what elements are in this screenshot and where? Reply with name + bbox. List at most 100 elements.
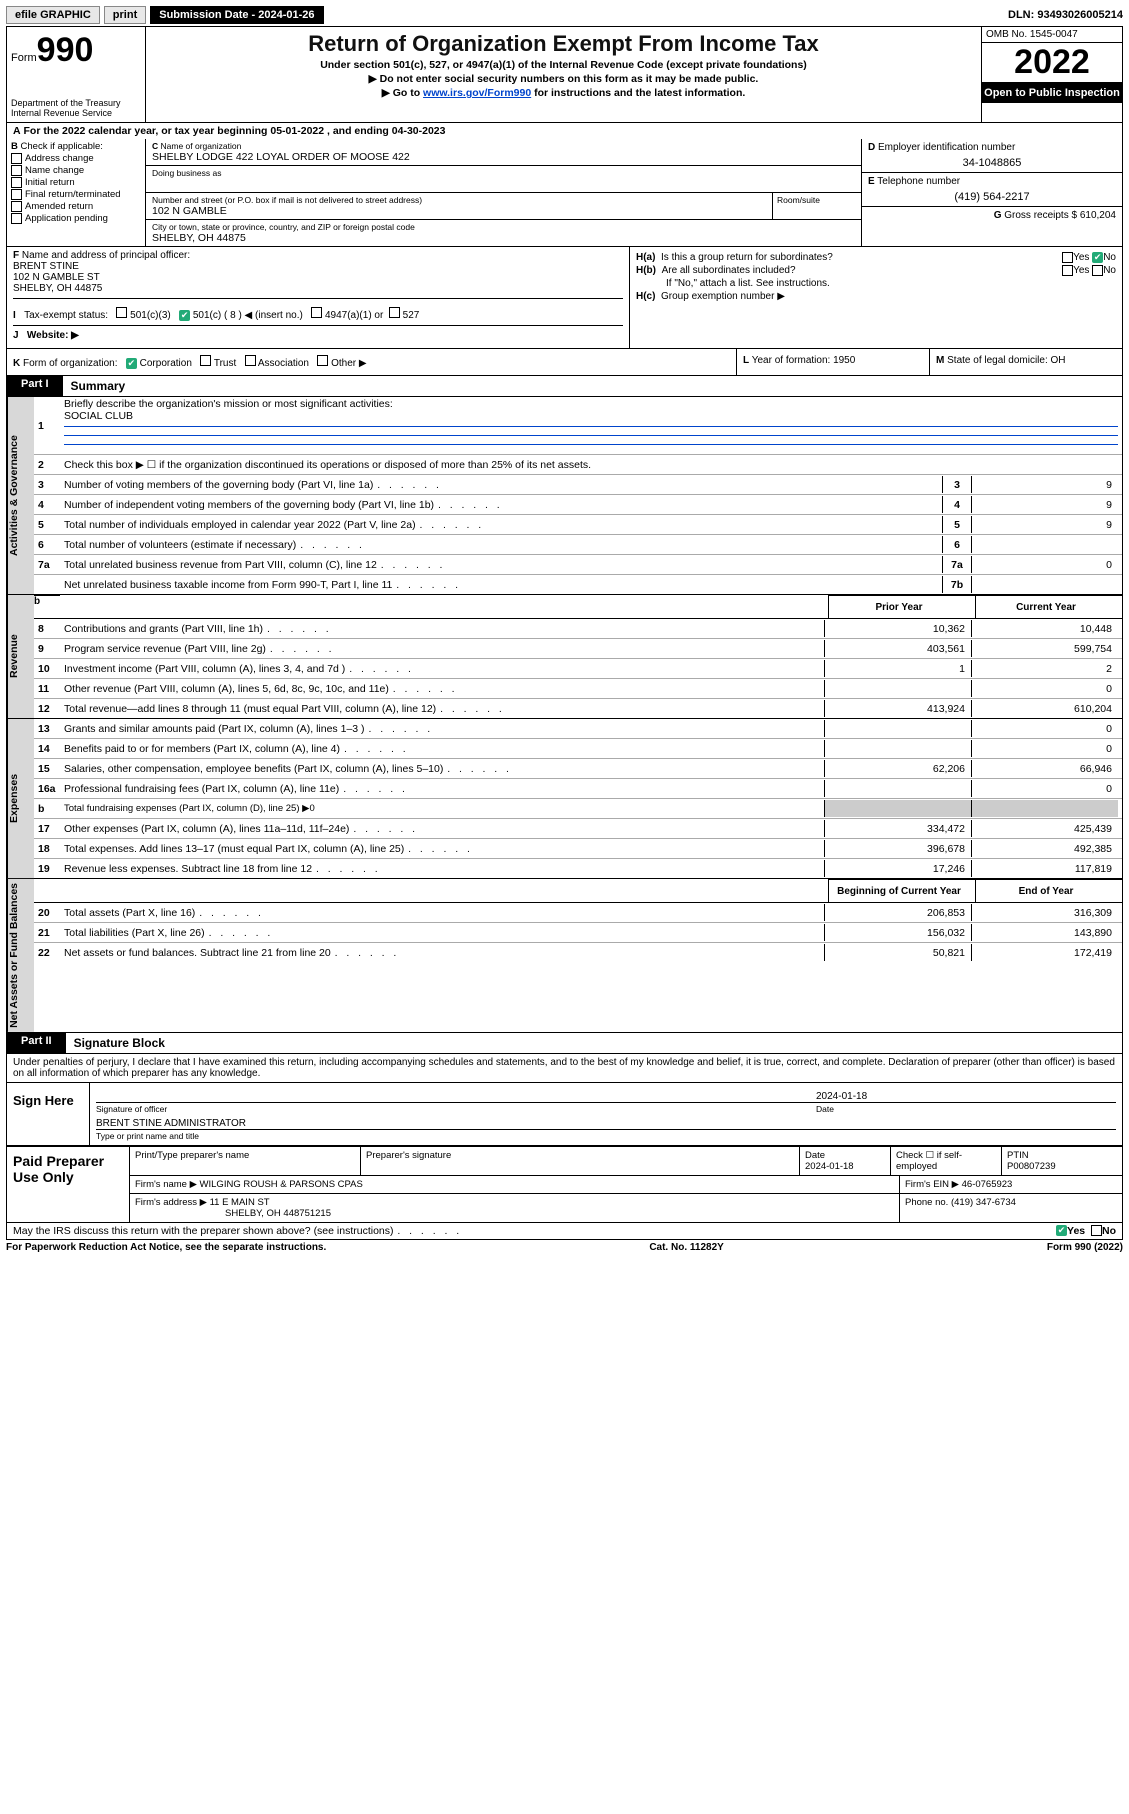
prior-10: 1 xyxy=(824,660,971,677)
self-employed-chk[interactable]: Check ☐ if self-employed xyxy=(891,1147,1002,1175)
curr-17: 425,439 xyxy=(971,820,1118,837)
prep-date: 2024-01-18 xyxy=(805,1161,854,1172)
chk-527[interactable] xyxy=(389,307,400,318)
sig-date-val: 2024-01-18 xyxy=(816,1091,1116,1102)
prior-19: 17,246 xyxy=(824,860,971,877)
prior-11 xyxy=(824,680,971,697)
prior-20: 206,853 xyxy=(824,904,971,921)
open-public-badge: Open to Public Inspection xyxy=(982,83,1122,103)
org-city: SHELBY, OH 44875 xyxy=(152,232,855,244)
tab-net-assets: Net Assets or Fund Balances xyxy=(7,879,34,1032)
website-label: Website: ▶ xyxy=(27,330,79,341)
val-6 xyxy=(971,536,1118,553)
val-7b xyxy=(971,576,1118,593)
chk-discuss-yes[interactable]: ✔ xyxy=(1056,1225,1067,1236)
tax-year: 2022 xyxy=(982,43,1122,83)
officer-name-title: BRENT STINE ADMINISTRATOR xyxy=(96,1118,1116,1129)
chk-other[interactable] xyxy=(317,355,328,366)
form-number: 990 xyxy=(37,31,94,69)
chk-name-change[interactable] xyxy=(11,165,22,176)
chk-501c[interactable]: ✔ xyxy=(179,310,190,321)
prior-9: 403,561 xyxy=(824,640,971,657)
phone: (419) 564-2217 xyxy=(868,191,1116,203)
dept-label: Department of the Treasury xyxy=(11,98,141,108)
prior-18: 396,678 xyxy=(824,840,971,857)
chk-discuss-no[interactable] xyxy=(1091,1225,1102,1236)
room-suite-label: Room/suite xyxy=(773,193,861,219)
chk-application-pending[interactable] xyxy=(11,213,22,224)
prior-17: 334,472 xyxy=(824,820,971,837)
form-word: Form xyxy=(11,52,37,64)
prior-21: 156,032 xyxy=(824,924,971,941)
prior-15: 62,206 xyxy=(824,760,971,777)
omb-number: OMB No. 1545-0047 xyxy=(982,27,1122,43)
chk-hb-no[interactable] xyxy=(1092,265,1103,276)
chk-4947[interactable] xyxy=(311,307,322,318)
curr-11: 0 xyxy=(971,680,1118,697)
print-button[interactable]: print xyxy=(104,6,146,24)
curr-18: 492,385 xyxy=(971,840,1118,857)
form-title: Return of Organization Exempt From Incom… xyxy=(150,31,977,57)
chk-ha-yes[interactable] xyxy=(1062,252,1073,263)
part-i-header: Part I Summary xyxy=(6,376,1123,397)
prior-12: 413,924 xyxy=(824,700,971,717)
row-klm: K Form of organization: ✔ Corporation Tr… xyxy=(6,349,1123,376)
curr-16a: 0 xyxy=(971,780,1118,797)
top-bar: efile GRAPHIC print Submission Date - 20… xyxy=(6,6,1123,24)
firm-phone: (419) 347-6734 xyxy=(951,1197,1016,1208)
tab-governance: Activities & Governance xyxy=(7,397,34,594)
year-formation: 1950 xyxy=(833,355,855,366)
ein: 34-1048865 xyxy=(868,157,1116,169)
chk-corp[interactable]: ✔ xyxy=(126,358,137,369)
state-domicile: OH xyxy=(1051,355,1066,366)
sig-declaration: Under penalties of perjury, I declare th… xyxy=(7,1054,1122,1083)
b-label: Check if applicable: xyxy=(21,141,103,152)
dln: DLN: 93493026005214 xyxy=(1008,9,1123,21)
chk-address-change[interactable] xyxy=(11,153,22,164)
form-subtitle-2: ▶ Do not enter social security numbers o… xyxy=(150,73,977,85)
chk-ha-no[interactable]: ✔ xyxy=(1092,252,1103,263)
hb-note: If "No," attach a list. See instructions… xyxy=(636,278,1116,289)
val-4: 9 xyxy=(971,496,1118,513)
prior-13 xyxy=(824,720,971,737)
org-name: SHELBY LODGE 422 LOYAL ORDER OF MOOSE 42… xyxy=(152,151,855,163)
row-a: A For the 2022 calendar year, or tax yea… xyxy=(6,123,1123,139)
curr-13: 0 xyxy=(971,720,1118,737)
prior-16a xyxy=(824,780,971,797)
curr-15: 66,946 xyxy=(971,760,1118,777)
chk-final-return[interactable] xyxy=(11,189,22,200)
curr-21: 143,890 xyxy=(971,924,1118,941)
val-3: 9 xyxy=(971,476,1118,493)
gross-receipts: 610,204 xyxy=(1080,210,1116,221)
chk-501c3[interactable] xyxy=(116,307,127,318)
block-fhij: F Name and address of principal officer:… xyxy=(6,247,1123,349)
chk-hb-yes[interactable] xyxy=(1062,265,1073,276)
signature-block: Under penalties of perjury, I declare th… xyxy=(6,1054,1123,1223)
org-address: 102 N GAMBLE xyxy=(152,205,766,217)
tab-revenue: Revenue xyxy=(7,595,34,718)
firm-name: WILGING ROUSH & PARSONS CPAS xyxy=(200,1179,363,1190)
tab-expenses: Expenses xyxy=(7,719,34,878)
firm-ein: 46-0765923 xyxy=(962,1179,1013,1190)
officer-addr1: 102 N GAMBLE ST xyxy=(13,272,100,283)
chk-initial-return[interactable] xyxy=(11,177,22,188)
dba-label: Doing business as xyxy=(152,168,855,178)
chk-assoc[interactable] xyxy=(245,355,256,366)
irs-link[interactable]: www.irs.gov/Form990 xyxy=(423,87,531,99)
val-5: 9 xyxy=(971,516,1118,533)
prior-14 xyxy=(824,740,971,757)
curr-9: 599,754 xyxy=(971,640,1118,657)
form-subtitle-3: ▶ Go to www.irs.gov/Form990 for instruct… xyxy=(150,87,977,99)
chk-amended-return[interactable] xyxy=(11,201,22,212)
efile-label: efile GRAPHIC xyxy=(6,6,100,24)
paid-preparer-label: Paid Preparer Use Only xyxy=(7,1147,130,1222)
chk-trust[interactable] xyxy=(200,355,211,366)
irs-label: Internal Revenue Service xyxy=(11,108,141,118)
val-7a: 0 xyxy=(971,556,1118,573)
form-subtitle-1: Under section 501(c), 527, or 4947(a)(1)… xyxy=(150,59,977,71)
page-footer: For Paperwork Reduction Act Notice, see … xyxy=(6,1242,1123,1253)
part-ii-header: Part II Signature Block xyxy=(6,1033,1123,1054)
ptin: P00807239 xyxy=(1007,1161,1056,1172)
hc-label: Group exemption number ▶ xyxy=(661,291,785,302)
curr-19: 117,819 xyxy=(971,860,1118,877)
